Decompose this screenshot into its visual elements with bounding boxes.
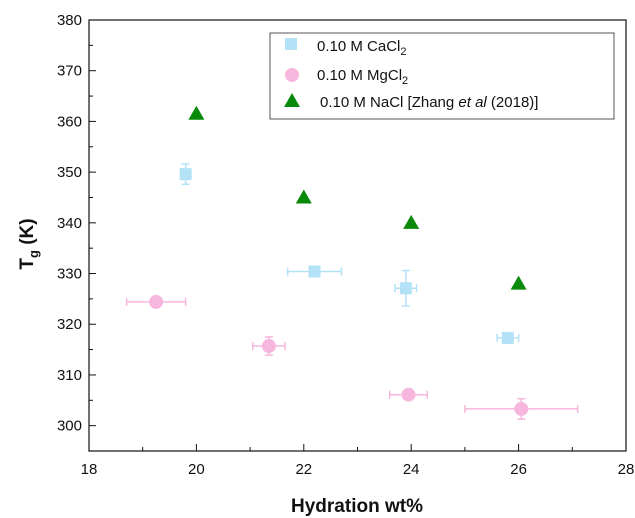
data-point-square (179, 168, 192, 181)
legend-marker-nacl (284, 93, 300, 107)
y-tick-label: 300 (57, 418, 82, 435)
legend-marker-cacl2 (285, 38, 297, 50)
x-axis-title: Hydration wt% (291, 496, 423, 517)
y-axis-title-unit: (K) (17, 218, 38, 250)
y-tick-label: 370 (57, 63, 82, 80)
y-tick-label: 330 (57, 266, 82, 283)
series-circle (125, 294, 579, 420)
legend-label-cacl2: 0.10 M CaCl2 (317, 38, 407, 58)
x-tick-label: 22 (295, 461, 312, 478)
y-tick-label: 360 (57, 113, 82, 130)
data-point-square (399, 282, 412, 295)
data-point-square (501, 331, 514, 344)
series-triangle (188, 105, 527, 290)
data-point-circle (261, 339, 276, 354)
legend-marker-mgcl2 (285, 68, 299, 82)
ticks: 18 20 22 24 26 28 300 310 320 330 340 350 360 370 380 (57, 12, 634, 478)
legend-label-mgcl2: 0.10 M MgCl2 (317, 67, 408, 87)
data-point-circle (514, 401, 529, 416)
y-tick-label: 340 (57, 215, 82, 232)
y-axis-title-main: T (17, 258, 38, 270)
y-tick-label: 320 (57, 316, 82, 333)
x-tick-label: 20 (188, 461, 205, 478)
data-point-triangle (403, 214, 420, 229)
data-point-circle (149, 294, 164, 309)
y-tick-label: 350 (57, 164, 82, 181)
data-point-triangle (188, 105, 205, 120)
data-point-triangle (510, 275, 527, 290)
data-point-square (308, 265, 321, 278)
y-axis-title-sub: g (26, 250, 41, 258)
x-tick-label: 26 (510, 461, 527, 478)
y-axis-title: Tg (K) (17, 218, 41, 269)
series-square (179, 163, 520, 344)
y-tick-label: 310 (57, 367, 82, 384)
legend: 0.10 M CaCl2 0.10 M MgCl2 0.10 M NaCl [Z… (269, 32, 615, 120)
data-point-triangle (295, 189, 312, 204)
legend-box (269, 32, 615, 120)
legend-label-nacl: 0.10 M NaCl [Zhang et al (2018)] (320, 94, 538, 111)
x-tick-label: 18 (81, 461, 98, 478)
y-tick-label: 380 (57, 12, 82, 29)
x-tick-label: 28 (618, 461, 635, 478)
x-tick-label: 24 (403, 461, 420, 478)
data-marks (125, 105, 579, 420)
data-point-circle (401, 387, 416, 402)
